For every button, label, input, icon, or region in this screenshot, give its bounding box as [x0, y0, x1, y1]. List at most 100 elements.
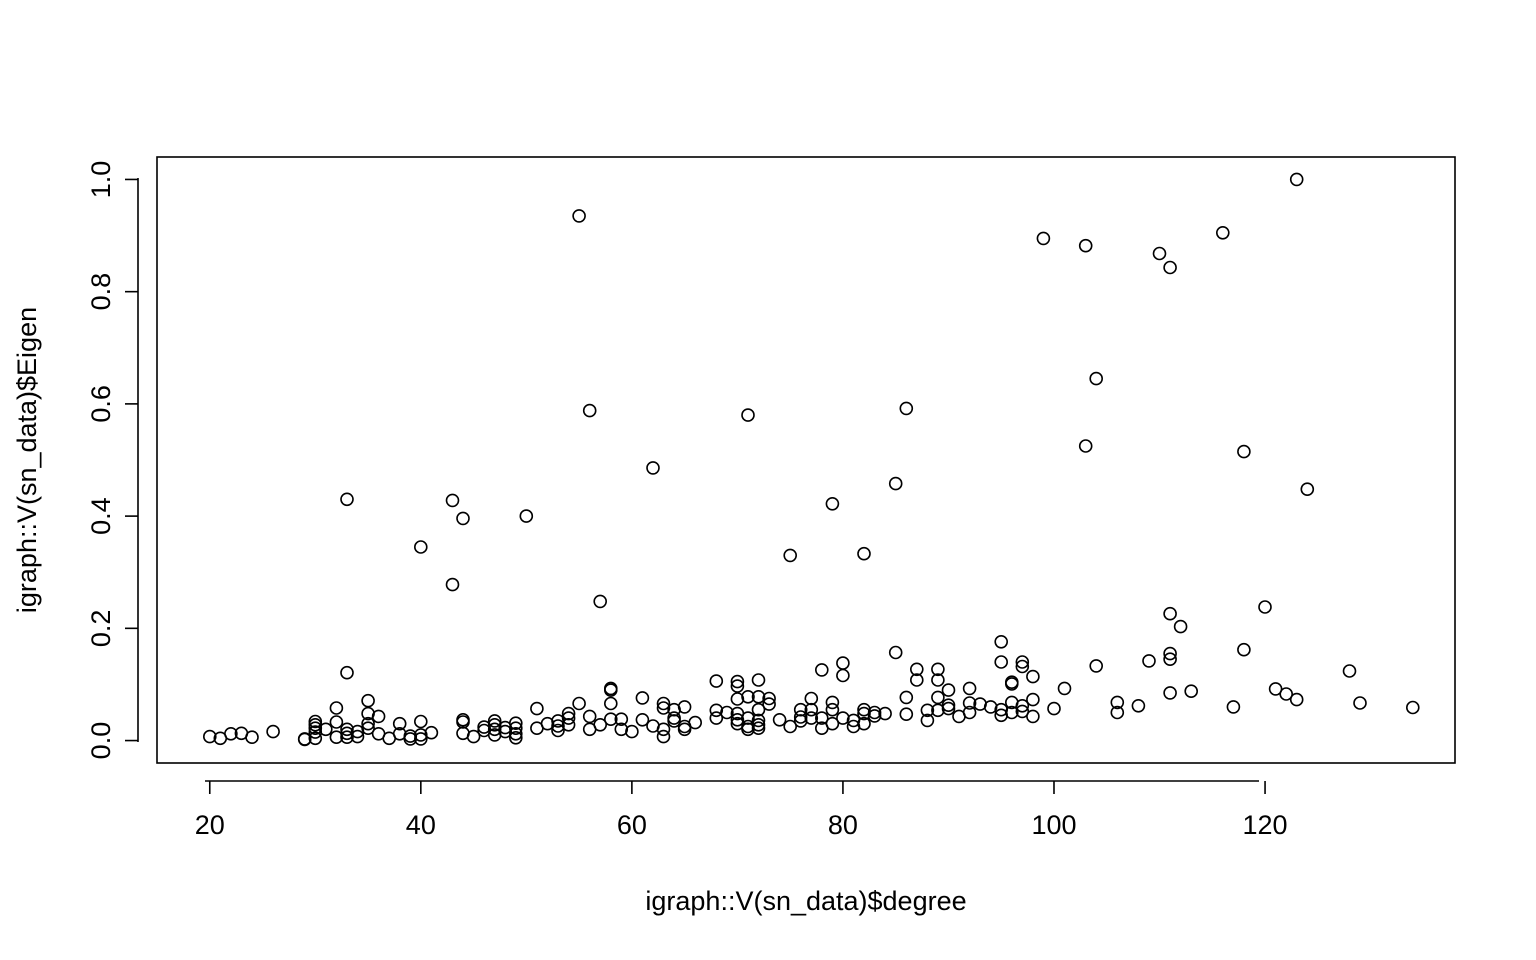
data-point: [582, 709, 597, 724]
data-point: [646, 461, 660, 475]
data-point: [804, 702, 819, 717]
data-point: [551, 723, 565, 738]
data-point: [899, 707, 914, 722]
data-point: [783, 548, 798, 563]
data-point: [350, 729, 365, 744]
data-point: [392, 716, 407, 731]
data-point: [561, 717, 576, 732]
data-point: [308, 714, 323, 729]
data-point: [867, 709, 882, 723]
data-point: [867, 705, 882, 720]
x-tick-label: 80: [828, 810, 858, 840]
data-point: [825, 702, 840, 717]
data-point: [825, 496, 840, 511]
data-point: [508, 716, 523, 731]
data-point: [340, 665, 354, 680]
y-ticks: 0.0 0.2 0.4 0.6 0.8 1.0: [86, 161, 138, 759]
data-point: [582, 403, 597, 418]
data-point: [445, 493, 460, 508]
data-point: [456, 511, 470, 526]
data-point: [741, 408, 755, 422]
data-point: [329, 715, 344, 729]
data-point: [783, 719, 798, 734]
data-point: [635, 712, 650, 727]
data-point: [920, 703, 935, 718]
data-point: [413, 732, 428, 746]
data-points: [203, 172, 1420, 747]
data-point: [245, 730, 259, 745]
data-point: [857, 706, 871, 721]
x-ticks: 20 40 60 80 100 120: [195, 781, 1288, 840]
data-point: [1110, 705, 1125, 720]
data-point: [1216, 226, 1230, 240]
y-axis-title: igraph::V(sn_data)$Eigen: [12, 307, 42, 613]
data-point: [561, 711, 576, 725]
data-point: [888, 476, 903, 491]
data-point: [1237, 642, 1251, 657]
data-point: [1142, 654, 1156, 668]
data-point: [888, 645, 903, 660]
data-point: [730, 679, 745, 693]
data-point: [941, 683, 956, 697]
data-point: [720, 705, 734, 720]
x-tick-label: 120: [1243, 810, 1288, 840]
data-point: [857, 716, 871, 731]
data-point: [1237, 444, 1251, 459]
y-tick-label: 1.0: [86, 161, 116, 199]
data-point: [1258, 600, 1272, 614]
data-point: [688, 715, 703, 730]
data-point: [941, 701, 956, 716]
data-point: [836, 711, 850, 725]
data-point: [1026, 669, 1040, 684]
data-point: [508, 721, 523, 736]
data-point: [266, 724, 280, 739]
data-point: [878, 706, 892, 721]
data-point: [413, 714, 428, 729]
data-point: [635, 691, 650, 705]
data-point: [804, 711, 819, 725]
data-point: [614, 712, 629, 727]
data-point: [994, 634, 1009, 649]
data-point: [677, 722, 692, 737]
data-point: [413, 728, 428, 742]
data-point: [593, 594, 608, 609]
data-point: [1268, 682, 1283, 696]
data-point: [709, 711, 724, 725]
data-point: [962, 681, 977, 696]
data-point: [962, 705, 977, 720]
data-point: [667, 711, 681, 725]
data-point: [466, 729, 481, 744]
data-point: [1036, 231, 1051, 246]
data-point: [730, 674, 745, 689]
data-point: [1089, 371, 1103, 386]
y-tick-label: 0.2: [86, 610, 116, 648]
data-point: [730, 712, 745, 727]
data-point: [1163, 606, 1177, 621]
data-point: [751, 713, 766, 728]
data-point: [1289, 692, 1304, 707]
data-point: [751, 673, 766, 687]
data-point: [340, 730, 354, 745]
data-point: [962, 696, 977, 710]
data-point: [508, 730, 523, 745]
data-point: [572, 209, 586, 223]
data-point: [1289, 172, 1304, 187]
data-point: [1163, 686, 1177, 700]
data-point: [1078, 439, 1093, 453]
plot-frame: [156, 156, 1456, 764]
data-point: [1026, 709, 1040, 724]
data-point: [308, 721, 323, 736]
data-point: [762, 697, 776, 711]
data-point: [603, 683, 618, 697]
data-point: [572, 696, 586, 711]
x-axis-title: igraph::V(sn_data)$degree: [645, 886, 966, 916]
x-tick-label: 100: [1031, 810, 1076, 840]
data-point: [1226, 700, 1241, 714]
data-point: [1015, 659, 1030, 674]
data-point: [413, 540, 428, 554]
data-point: [751, 721, 766, 736]
y-tick-label: 0.4: [86, 497, 116, 535]
data-point: [603, 696, 618, 711]
data-point: [1184, 684, 1198, 699]
data-point: [361, 693, 375, 708]
